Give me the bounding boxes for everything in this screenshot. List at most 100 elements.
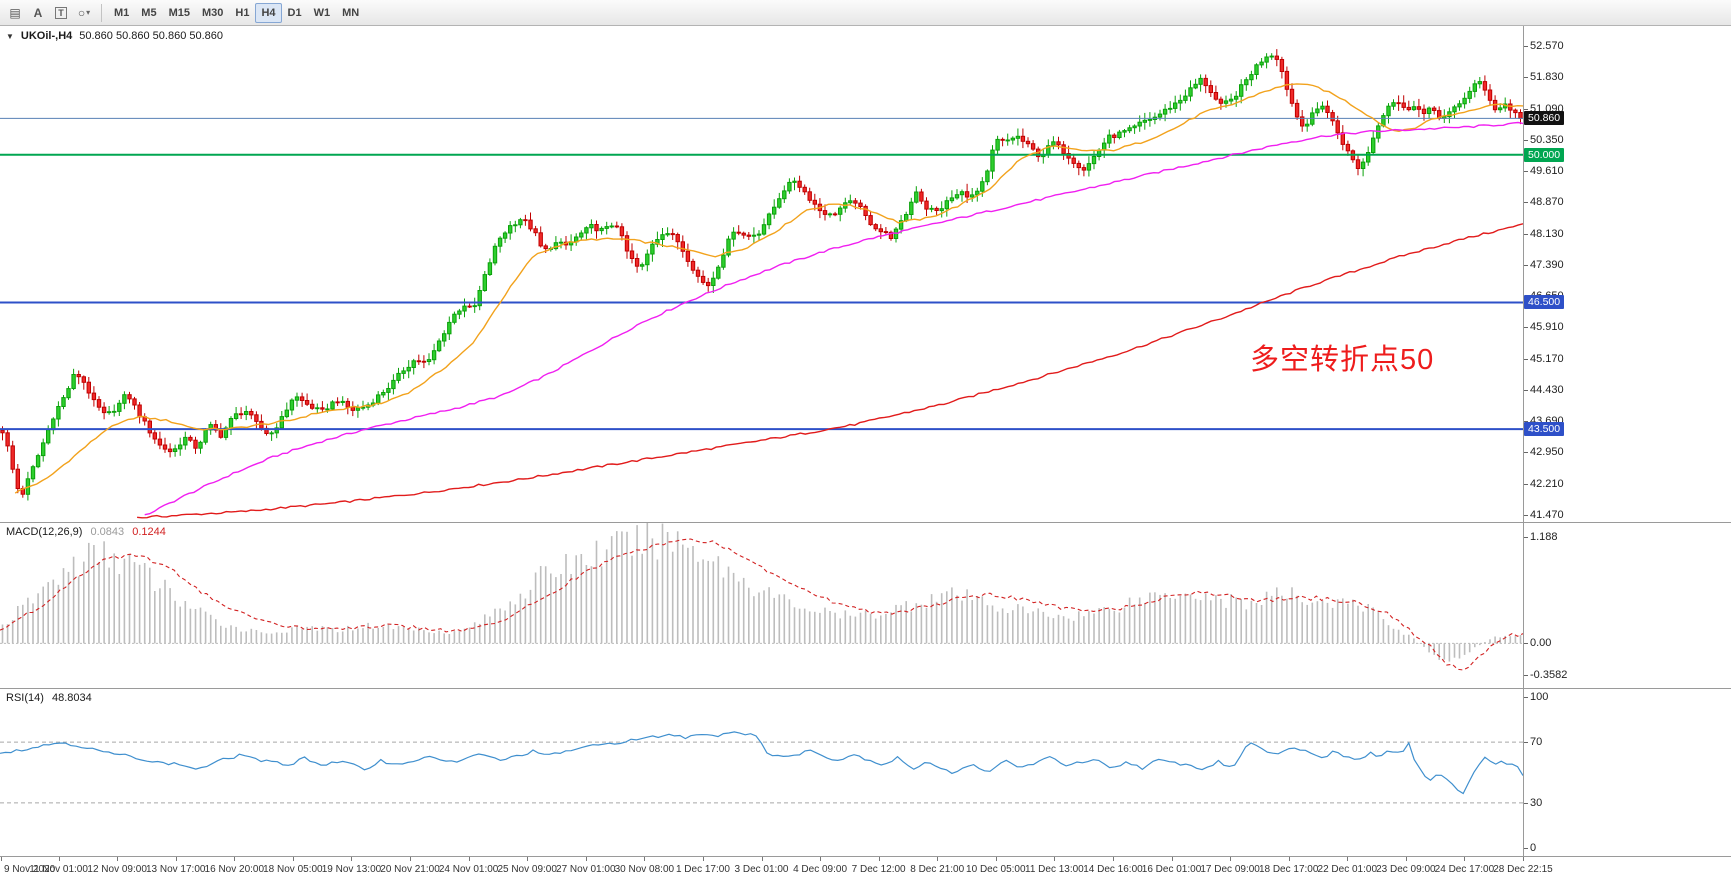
price-badge: 46.500 xyxy=(1524,295,1565,310)
rsi-panel[interactable]: RSI(14) 48.8034 xyxy=(0,689,1523,856)
time-axis-label: 23 Dec 09:00 xyxy=(1376,864,1436,875)
price-axis-label: 48.130 xyxy=(1524,227,1564,240)
shapes-icon: ○ xyxy=(77,5,86,20)
time-axis-label: 11 Dec 13:00 xyxy=(1025,864,1084,875)
rsi-label: RSI(14) 48.8034 xyxy=(6,692,97,704)
price-axis-label: 44.430 xyxy=(1524,383,1564,396)
time-axis-tick xyxy=(761,857,763,861)
time-axis-label: 18 Dec 17:00 xyxy=(1258,864,1319,875)
time-axis-tick xyxy=(292,857,294,861)
ma-slow[interactable] xyxy=(137,223,1523,519)
macd-signal-line xyxy=(0,538,1523,671)
macd-label: MACD(12,26,9) 0.0843 0.1244 xyxy=(6,526,171,538)
rsi-axis-label: 0 xyxy=(1523,842,1537,855)
time-axis-tick xyxy=(1288,857,1290,861)
time-axis-label: 16 Nov 20:00 xyxy=(204,864,265,875)
text-label-icon: T xyxy=(55,6,67,19)
chevron-down-icon: ▾ xyxy=(86,8,91,17)
price-axis-label: 42.210 xyxy=(1524,477,1564,490)
time-axis-label: 4 Dec 09:00 xyxy=(793,864,848,875)
timeframe-m5[interactable]: M5 xyxy=(135,3,162,23)
panel-separator[interactable] xyxy=(0,522,1731,523)
time-axis-tick xyxy=(1112,857,1114,861)
macd-panel[interactable]: MACD(12,26,9) 0.0843 0.1244 xyxy=(0,523,1523,688)
macd-main-value: 0.0843 xyxy=(90,526,125,538)
rsi-axis-label: 30 xyxy=(1523,796,1543,809)
macd-axis-label: 1.188 xyxy=(1524,531,1558,544)
chart-annotation[interactable]: 多空转折点50 xyxy=(1250,344,1435,376)
macd-axis-label: -0.3582 xyxy=(1523,669,1568,682)
grid-icon[interactable]: ▤ xyxy=(4,3,26,23)
time-axis-tick xyxy=(585,857,587,861)
panel-separator xyxy=(0,856,1731,857)
macd-name: MACD(12,26,9) xyxy=(6,526,83,538)
time-axis-label: 11 Nov 01:00 xyxy=(29,864,88,875)
time-axis-tick xyxy=(1171,857,1173,861)
price-chart-panel[interactable]: ▼ UKOil-,H4 50.860 50.860 50.860 50.860 … xyxy=(0,26,1523,522)
price-axis-label: 50.350 xyxy=(1524,133,1564,146)
toolbar-separator xyxy=(101,3,102,22)
text-annotation-tool-button[interactable]: A xyxy=(27,3,49,23)
price-axis-label: 51.830 xyxy=(1524,71,1564,84)
timeframe-d1[interactable]: D1 xyxy=(282,3,308,23)
timeframe-m15[interactable]: M15 xyxy=(163,3,196,23)
time-axis-label: 28 Dec 22:15 xyxy=(1493,864,1553,875)
time-axis-tick xyxy=(0,857,2,861)
time-axis-tick xyxy=(878,857,880,861)
time-axis[interactable]: 9 Nov 2020 11 Nov 01:00 12 Nov 09:00 13 Nov… xyxy=(0,857,1731,882)
price-axis-label: 42.950 xyxy=(1524,446,1564,459)
timeframe-m30[interactable]: M30 xyxy=(196,3,229,23)
price-badge: 50.860 xyxy=(1524,111,1565,126)
rsi-axis-label: 100 xyxy=(1523,690,1549,703)
time-axis-tick xyxy=(117,857,119,861)
time-axis-label: 24 Dec 17:00 xyxy=(1434,864,1495,875)
time-axis-label: 8 Dec 21:00 xyxy=(910,864,965,875)
time-axis-label: 25 Nov 09:00 xyxy=(497,864,557,875)
shapes-tool-button[interactable]: ○ ▾ xyxy=(73,3,95,23)
time-axis-label: 18 Nov 05:00 xyxy=(263,864,323,875)
ma-mid[interactable] xyxy=(144,121,1523,516)
time-axis-tick xyxy=(820,857,822,861)
price-axis-label: 49.610 xyxy=(1524,165,1564,178)
time-axis-label: 22 Dec 01:00 xyxy=(1317,864,1378,875)
timeframe-h1[interactable]: H1 xyxy=(229,3,255,23)
main-toolbar: ▤ A T ○ ▾ M1 M5 M15 M30 H1 H4 D1 W1 MN xyxy=(0,0,1731,26)
panel-separator[interactable] xyxy=(0,688,1731,689)
macd-chart[interactable] xyxy=(0,523,1523,688)
timeframe-m1[interactable]: M1 xyxy=(108,3,135,23)
time-axis-tick xyxy=(644,857,646,861)
price-badge: 43.500 xyxy=(1524,422,1565,437)
time-axis-tick xyxy=(702,857,704,861)
time-axis-tick xyxy=(175,857,177,861)
time-axis-label: 12 Nov 09:00 xyxy=(87,864,147,875)
text-label-tool-button[interactable]: T xyxy=(50,3,72,23)
time-axis-tick xyxy=(1347,857,1349,861)
macd-axis-label: 0.00 xyxy=(1523,637,1552,650)
ma-fast[interactable] xyxy=(14,83,1523,494)
timeframe-mn[interactable]: MN xyxy=(336,3,365,23)
time-axis-tick xyxy=(468,857,470,861)
time-axis-tick xyxy=(1054,857,1056,861)
macd-signal-value: 0.1244 xyxy=(132,526,166,538)
candlestick-chart[interactable] xyxy=(0,26,1523,522)
rsi-chart[interactable] xyxy=(0,689,1523,856)
time-axis-tick xyxy=(410,857,412,861)
price-axis-label: 52.570 xyxy=(1524,40,1564,53)
time-axis-label: 1 Dec 17:00 xyxy=(675,864,730,875)
time-axis-tick xyxy=(1230,857,1232,861)
chart-title: ▼ UKOil-,H4 50.860 50.860 50.860 50.860 xyxy=(6,30,223,42)
timeframe-w1[interactable]: W1 xyxy=(308,3,337,23)
timeframe-h4[interactable]: H4 xyxy=(255,2,282,23)
price-axis-label: 41.470 xyxy=(1524,508,1564,521)
collapse-caret-icon[interactable]: ▼ xyxy=(6,31,14,41)
time-axis-label: 3 Dec 01:00 xyxy=(734,864,789,875)
ohlc-values: 50.860 50.860 50.860 50.860 xyxy=(79,30,224,42)
time-axis-tick xyxy=(937,857,939,861)
time-axis-label: 13 Nov 17:00 xyxy=(145,864,206,875)
grid-icon-glyph: ▤ xyxy=(9,5,21,20)
rsi-line xyxy=(0,731,1523,795)
time-axis-label: 10 Dec 05:00 xyxy=(966,864,1026,875)
rsi-axis-label: 70 xyxy=(1523,736,1543,749)
price-axis-label: 48.870 xyxy=(1524,196,1564,209)
